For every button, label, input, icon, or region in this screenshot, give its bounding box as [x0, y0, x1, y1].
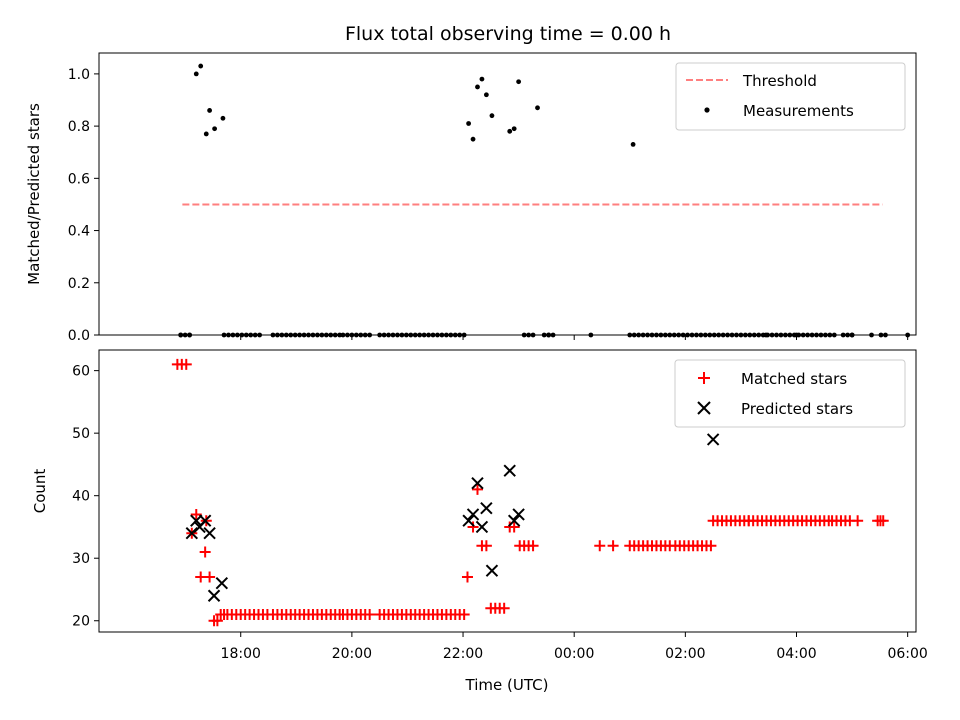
predicted-star-marker	[215, 577, 229, 590]
measurement-point	[220, 115, 226, 121]
count-x-tick-label: 18:00	[221, 646, 261, 662]
predicted-star-marker	[485, 564, 499, 577]
measurement-point	[212, 126, 218, 132]
measurement-point	[630, 141, 636, 147]
predicted-star-marker	[475, 520, 489, 534]
matched-star-marker	[508, 521, 520, 533]
measurement-point	[516, 79, 522, 85]
predicted-star-marker	[706, 433, 720, 446]
legend-threshold-label: Threshold	[742, 72, 817, 90]
ratio-panel: Flux total observing time = 0.00 h 0.00.…	[25, 23, 917, 344]
matched-star-marker	[498, 602, 510, 614]
predicted-star-marker	[462, 514, 475, 527]
ratio-legend-frame	[675, 62, 906, 131]
predicted-star-marker	[466, 508, 480, 521]
measurement-point	[203, 131, 209, 137]
count-x-tick-label: 02:00	[665, 646, 705, 662]
legend-predicted-label: Predicted stars	[741, 400, 853, 418]
count-y-tick-label: 50	[72, 426, 90, 442]
measurement-point	[535, 105, 540, 111]
matched-star-marker	[594, 540, 606, 552]
predicted-star-marker	[198, 514, 212, 527]
count-x-tick-label: 04:00	[776, 646, 816, 662]
measurement-point	[207, 108, 213, 113]
matched-star-marker	[705, 540, 717, 552]
matched-star-marker	[467, 521, 479, 533]
matched-star-marker	[852, 515, 864, 527]
matched-star-marker	[480, 540, 492, 552]
count-x-tick-label: 22:00	[443, 646, 483, 662]
ratio-y-axis-label: Matched/Predicted stars	[25, 103, 43, 285]
predicted-star-marker	[512, 508, 525, 521]
matched-star-marker	[607, 540, 619, 552]
measurement-point	[507, 128, 513, 134]
ratio-y-tick-label: 0.0	[68, 328, 90, 344]
matched-star-marker	[190, 508, 202, 520]
ratio-y-tick-label: 0.4	[68, 224, 90, 240]
legend-predicted-swatch	[697, 401, 711, 415]
measurement-point	[483, 92, 489, 98]
predicted-star-marker	[203, 526, 216, 540]
chart-title: Flux total observing time = 0.00 h	[345, 23, 671, 45]
count-panel: 20 30 40 50 60 18:00 20:00 22:00 00:00 02:00 04:0…	[31, 349, 928, 694]
count-x-tick-label: 00:00	[554, 646, 594, 662]
measurement-point	[470, 136, 476, 142]
legend-measurements-swatch	[704, 107, 710, 113]
matched-star-marker	[471, 483, 483, 495]
predicted-star-marker	[507, 514, 521, 527]
count-plot-frame	[98, 349, 917, 633]
count-y-tick-label: 20	[72, 614, 90, 630]
ratio-legend: Threshold Measurements	[675, 62, 906, 131]
predicted-star-marker	[185, 526, 199, 540]
matched-star-marker	[180, 358, 192, 370]
count-legend-frame	[674, 359, 906, 428]
predicted-star-marker	[503, 464, 516, 477]
matched-star-marker	[461, 571, 473, 583]
matched-star-marker	[211, 615, 223, 627]
count-y-tick-label: 30	[72, 551, 90, 567]
count-y-axis-label: Count	[31, 469, 49, 514]
matched-star-marker	[204, 571, 216, 583]
measurement-point	[466, 121, 471, 126]
count-y-tick-label: 40	[72, 489, 90, 505]
x-axis-label: Time (UTC)	[465, 676, 549, 694]
matched-star-marker	[877, 515, 889, 527]
ratio-plot-frame	[98, 52, 917, 336]
matched-star-marker	[458, 608, 470, 620]
count-y-axis: 20 30 40 50 60	[72, 364, 99, 630]
predicted-star-marker	[480, 501, 493, 515]
ratio-y-tick-label: 0.6	[68, 171, 90, 187]
ratio-y-tick-label: 1.0	[68, 67, 90, 83]
measurement-point	[511, 126, 517, 132]
measurement-point	[198, 63, 204, 69]
ratio-y-tick-label: 0.2	[68, 276, 90, 292]
count-x-tick-label: 06:00	[887, 646, 927, 662]
legend-matched-label: Matched stars	[741, 370, 847, 388]
predicted-star-marker	[471, 476, 484, 490]
count-legend: Matched stars Predicted stars	[674, 359, 906, 428]
matched-star-marker	[527, 540, 539, 552]
count-plot-data	[171, 358, 889, 627]
matched-star-marker	[199, 546, 211, 558]
ratio-y-axis: 0.0 0.2 0.4 0.6 0.8 1.0	[68, 67, 99, 344]
predicted-star-marker	[207, 589, 221, 602]
measurement-point	[475, 84, 480, 90]
predicted-star-marker	[190, 514, 203, 527]
ratio-x-axis	[240, 335, 909, 340]
count-x-tick-label: 20:00	[332, 646, 372, 662]
ratio-y-tick-label: 0.8	[68, 119, 90, 135]
count-y-tick-label: 60	[72, 364, 90, 380]
measurement-point	[479, 76, 485, 82]
legend-matched-swatch	[698, 372, 710, 384]
legend-measurements-label: Measurements	[743, 102, 854, 120]
measurement-point	[489, 113, 495, 119]
measurement-point	[193, 71, 199, 77]
count-x-axis: 18:00 20:00 22:00 00:00 02:00 04:00 06:00	[221, 632, 928, 662]
matched-star-marker	[364, 608, 376, 620]
